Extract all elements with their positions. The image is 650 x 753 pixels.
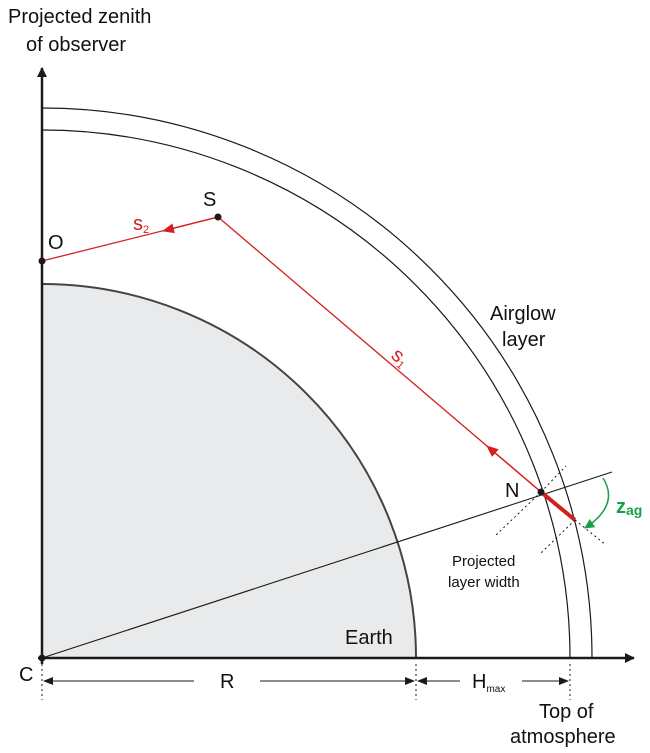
zenith-label-line2: of observer (26, 34, 126, 56)
label-s2-sub: 2 (143, 224, 149, 236)
label-s2: s2 (133, 213, 149, 236)
projected-layer-width-segment (539, 490, 577, 522)
dotted-normal-n (495, 491, 542, 536)
label-hmax: Hmax (472, 671, 505, 695)
label-zag-base: z (616, 496, 626, 518)
airglow-label-line1: Airglow (490, 303, 556, 325)
label-r: R (220, 671, 234, 693)
label-s1: s1 (386, 344, 413, 372)
top-atmosphere-label-line1: Top of (539, 701, 594, 723)
label-s: S (203, 189, 216, 211)
label-o: O (48, 232, 64, 254)
earth-surface-arc (41, 283, 417, 659)
label-c: C (19, 664, 33, 686)
label-s2-base: s (133, 213, 143, 235)
point-o (38, 257, 46, 265)
earth-disc (42, 284, 416, 658)
point-c (38, 654, 46, 662)
earth-label: Earth (345, 627, 393, 649)
ray-s2-arrow (162, 216, 219, 234)
label-zag-sub: ag (626, 502, 642, 518)
zenith-label-line1: Projected zenith (8, 6, 151, 28)
point-s (214, 213, 222, 221)
ray-s1-arrow (486, 445, 542, 493)
point-n (537, 488, 545, 496)
label-hmax-base: H (472, 671, 486, 693)
label-hmax-sub: max (486, 684, 505, 695)
label-zag: zag (616, 496, 642, 518)
dotted-normal-n-ext (540, 465, 567, 493)
projected-width-label-line1: Projected (452, 553, 515, 570)
zenith-angle-arc (584, 477, 610, 529)
airglow-label-line2: layer (502, 329, 546, 351)
dotted-ray-ext (574, 519, 607, 546)
line-c-to-n (41, 471, 613, 659)
top-atmosphere-label-line2: atmosphere (510, 726, 616, 748)
airglow-layer-outer-arc (41, 107, 593, 659)
label-n: N (505, 480, 519, 502)
projected-width-label-line2: layer width (448, 574, 520, 591)
airglow-layer-inner-arc (41, 129, 571, 659)
